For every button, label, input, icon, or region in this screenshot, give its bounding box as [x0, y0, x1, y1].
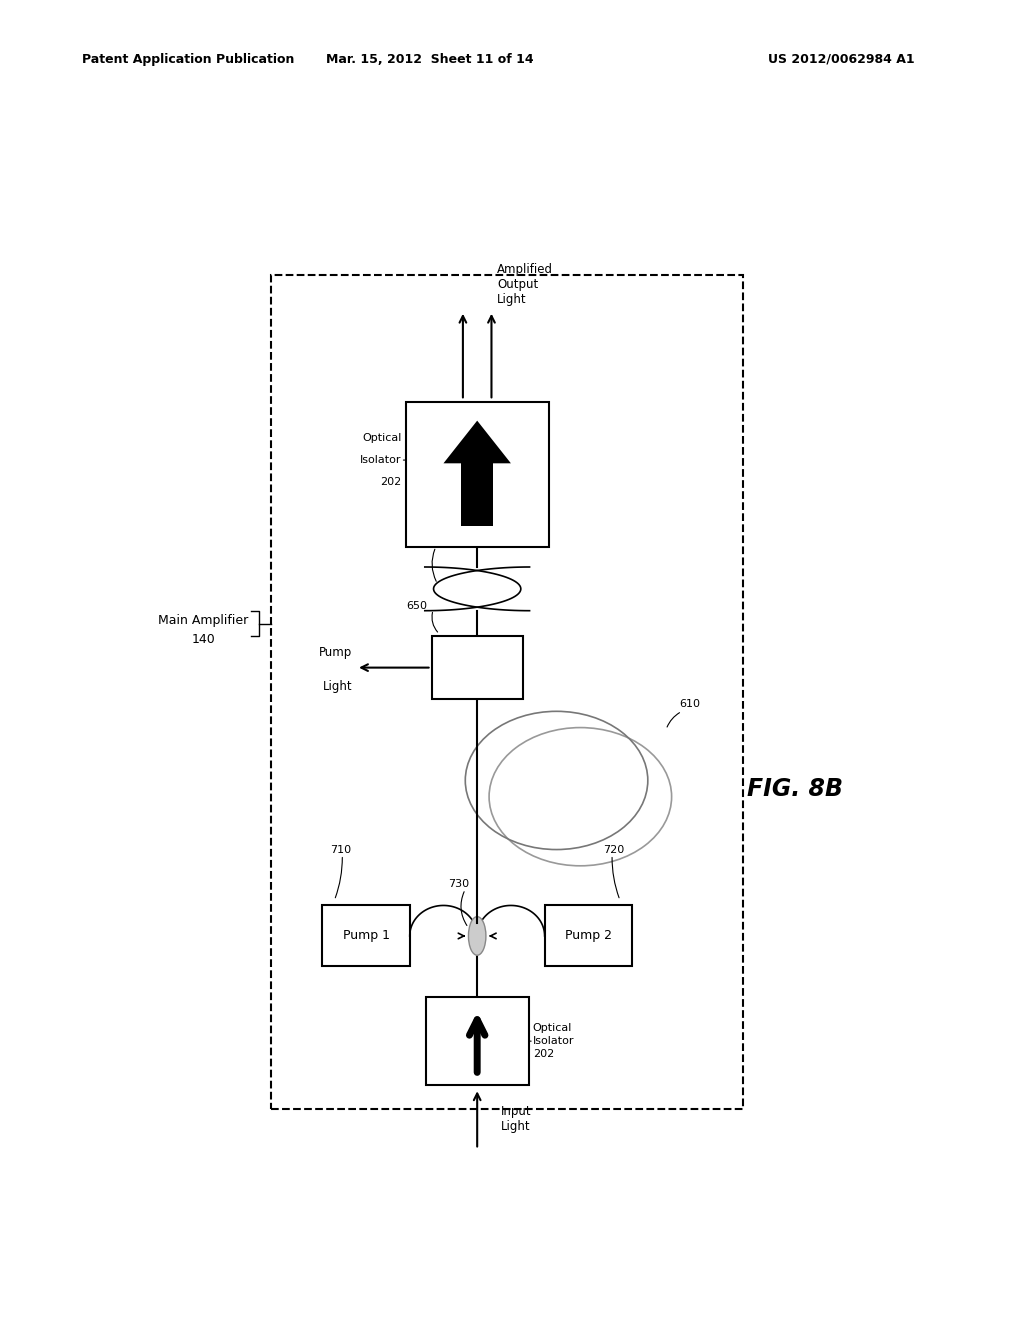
- Text: 710: 710: [331, 845, 351, 854]
- Ellipse shape: [468, 916, 486, 956]
- Text: Pump
Dump: Pump Dump: [459, 653, 496, 681]
- Text: 640: 640: [404, 537, 426, 546]
- Text: Isolator: Isolator: [532, 1036, 574, 1047]
- Text: Light: Light: [323, 680, 352, 693]
- Text: 610: 610: [680, 700, 700, 709]
- Text: 202: 202: [381, 477, 401, 487]
- Bar: [426, 997, 528, 1085]
- Text: 650: 650: [407, 601, 428, 611]
- Text: 202: 202: [532, 1049, 554, 1060]
- Polygon shape: [443, 421, 511, 463]
- Bar: [270, 276, 743, 1109]
- Text: Amplified
Output
Light: Amplified Output Light: [497, 263, 553, 306]
- Text: Optical: Optical: [362, 433, 401, 444]
- Text: 720: 720: [603, 845, 624, 854]
- Text: US 2012/0062984 A1: US 2012/0062984 A1: [768, 53, 914, 66]
- Bar: [431, 636, 523, 700]
- Text: FIG. 8B: FIG. 8B: [746, 776, 843, 800]
- Text: 730: 730: [449, 879, 469, 890]
- Text: Input
Light: Input Light: [501, 1105, 531, 1133]
- Text: Optical: Optical: [532, 1023, 572, 1032]
- Bar: [545, 906, 632, 966]
- Bar: [323, 906, 410, 966]
- Text: Isolator: Isolator: [360, 455, 401, 465]
- Text: Pump 2: Pump 2: [565, 929, 611, 942]
- Text: Main Amplifier: Main Amplifier: [159, 614, 249, 627]
- Text: Pump 1: Pump 1: [343, 929, 389, 942]
- Text: Pump: Pump: [318, 647, 352, 660]
- Text: 140: 140: [191, 632, 215, 645]
- Text: Patent Application Publication: Patent Application Publication: [82, 53, 294, 66]
- Bar: [461, 463, 494, 527]
- Bar: [406, 403, 549, 546]
- Text: Mar. 15, 2012  Sheet 11 of 14: Mar. 15, 2012 Sheet 11 of 14: [327, 53, 534, 66]
